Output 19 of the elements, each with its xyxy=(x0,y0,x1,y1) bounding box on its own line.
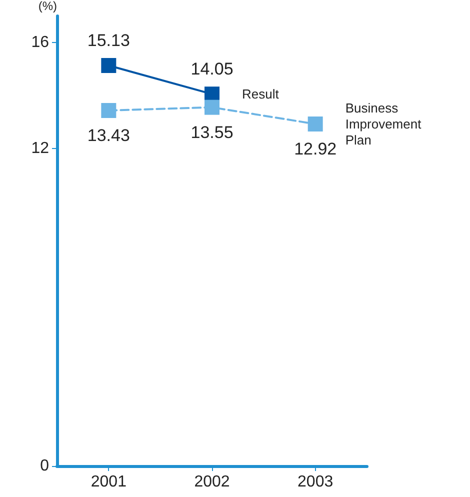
series-label: Business Improvement Plan xyxy=(345,100,425,148)
data-label: 14.05 xyxy=(190,60,234,79)
series-label: Result xyxy=(242,86,280,102)
data-label: 13.55 xyxy=(190,122,234,142)
y-tick-label: 16 xyxy=(31,34,50,51)
y-tick-label: 12 xyxy=(31,140,50,157)
point xyxy=(308,116,323,132)
y-axis-title: (%) xyxy=(38,0,57,13)
x-tick-label: 2001 xyxy=(90,474,127,490)
point xyxy=(204,100,220,115)
x-tick-label: 2003 xyxy=(298,474,334,490)
point xyxy=(204,86,220,102)
x-tick-label: 2002 xyxy=(194,474,230,490)
data-label: 13.43 xyxy=(87,126,130,145)
data-label: 12.92 xyxy=(294,140,337,158)
point xyxy=(101,58,116,73)
data-label: 15.13 xyxy=(87,31,130,50)
y-tick-label: 0 xyxy=(40,458,50,474)
point xyxy=(101,103,116,118)
